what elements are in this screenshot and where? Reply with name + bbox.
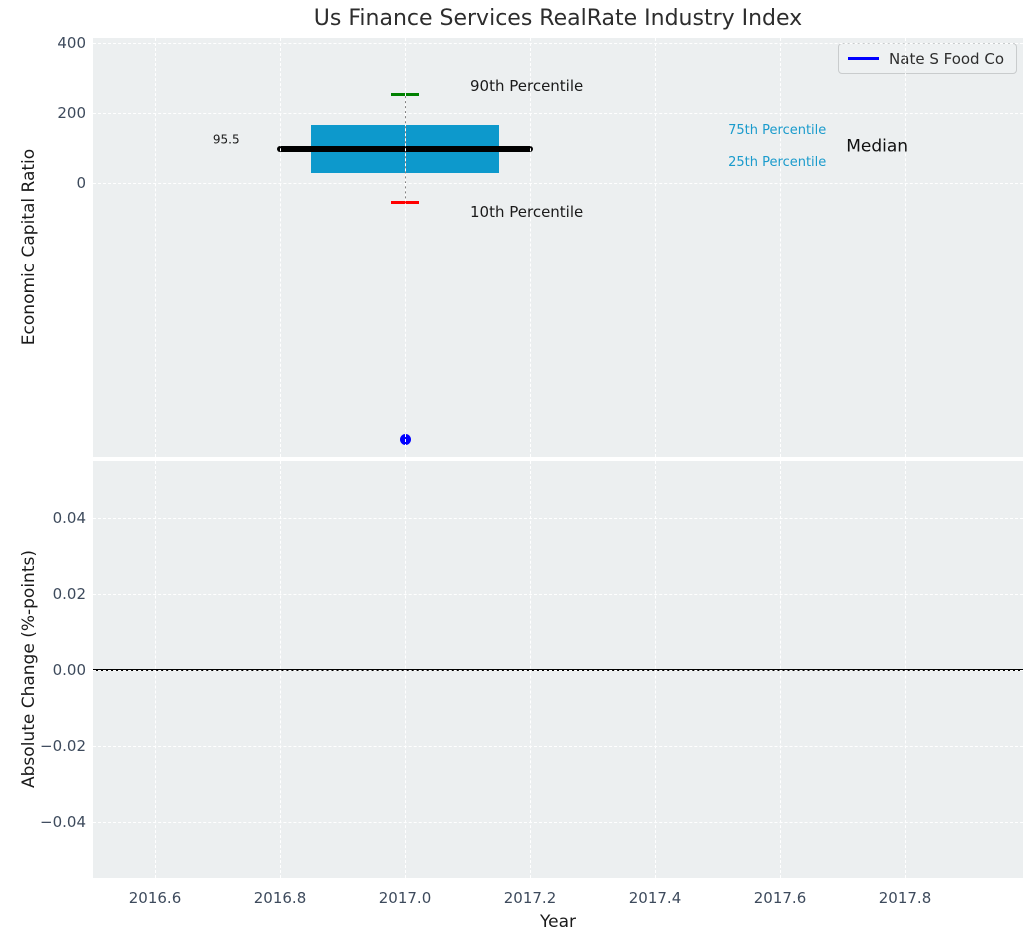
- gridline-vertical: [530, 38, 531, 457]
- annotation-75th-percentile: 75th Percentile: [728, 123, 827, 139]
- legend-label: Nate S Food Co: [889, 49, 1004, 68]
- legend-line-swatch: [848, 57, 880, 60]
- x-tick-label: 2017.0: [378, 889, 432, 907]
- gridline-horizontal: [93, 670, 1023, 671]
- bottom-y-tick-label: 0.00: [52, 661, 86, 679]
- x-tick-label: 2017.6: [753, 889, 807, 907]
- x-tick-label: 2017.4: [628, 889, 682, 907]
- top-y-tick-label: 0: [76, 174, 86, 192]
- gridline-vertical: [405, 38, 406, 457]
- top-y-tick-label: 400: [57, 33, 86, 52]
- gridline-vertical: [280, 461, 281, 878]
- gridline-horizontal: [93, 183, 1023, 184]
- gridline-vertical: [780, 461, 781, 878]
- annotation-median: Median: [846, 136, 909, 157]
- bottom-y-tick-label: −0.02: [40, 737, 86, 755]
- gridline-vertical: [280, 38, 281, 457]
- x-tick-label: 2016.6: [128, 889, 182, 907]
- top-y-tick-label: 200: [57, 103, 86, 122]
- gridline-vertical: [530, 461, 531, 878]
- bottom-plot-area: [93, 461, 1023, 878]
- bottom-y-tick-label: −0.04: [40, 813, 86, 831]
- gridline-vertical: [905, 38, 906, 457]
- gridline-vertical: [780, 38, 781, 457]
- x-tick-label: 2016.8: [253, 889, 307, 907]
- gridline-horizontal: [93, 518, 1023, 519]
- x-tick-label: 2017.8: [878, 889, 932, 907]
- gridline-vertical: [905, 461, 906, 878]
- bottom-y-tick-label: 0.02: [52, 585, 86, 603]
- x-tick-label: 2017.2: [503, 889, 557, 907]
- bottom-y-tick-label: 0.04: [52, 509, 86, 527]
- gridline-horizontal: [93, 112, 1023, 114]
- top-plot-area: Nate S Food Co 95.5 90th Percentile 10th P…: [93, 38, 1023, 457]
- gridline-vertical: [155, 461, 156, 878]
- gridline-vertical: [655, 38, 656, 457]
- gridline-horizontal: [93, 594, 1023, 595]
- annotation-10th-percentile: 10th Percentile: [470, 202, 584, 221]
- gridline-horizontal: [93, 822, 1023, 823]
- annotation-25th-percentile: 25th Percentile: [728, 154, 827, 170]
- chart-title: Us Finance Services RealRate Industry In…: [313, 6, 803, 31]
- gridline-vertical: [155, 38, 156, 457]
- gridline-vertical: [405, 461, 406, 878]
- annotation-90th-percentile: 90th Percentile: [470, 76, 584, 95]
- annotation-95-5: 95.5: [212, 132, 240, 147]
- gridline-horizontal: [93, 42, 1023, 44]
- x-axis-label: Year: [540, 912, 576, 932]
- gridline-vertical: [655, 461, 656, 878]
- top-y-axis-label: Economic Capital Ratio: [19, 148, 39, 346]
- gridline-horizontal: [93, 746, 1023, 747]
- legend: Nate S Food Co: [838, 43, 1017, 74]
